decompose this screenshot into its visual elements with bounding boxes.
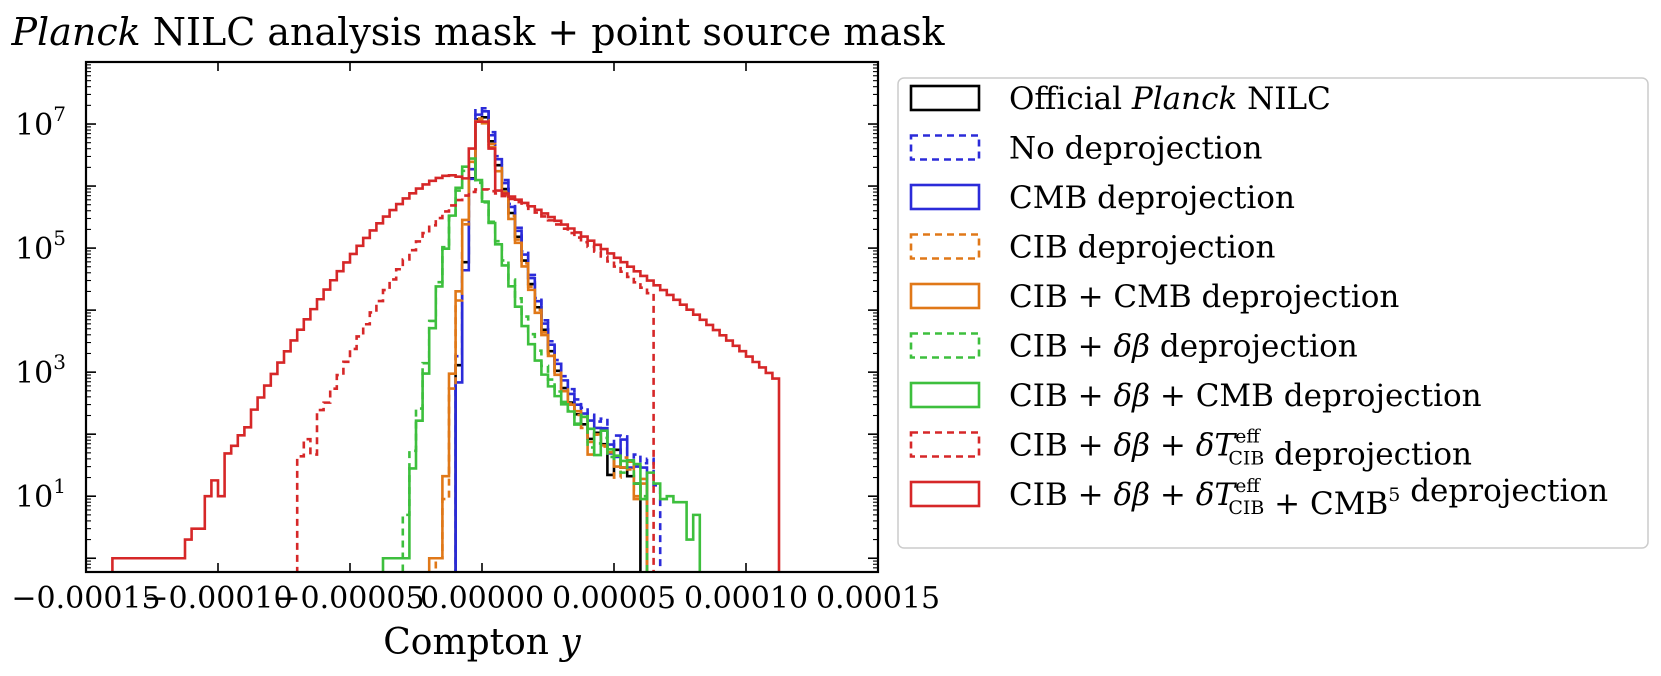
legend-label-sup: 5: [1388, 484, 1400, 506]
y-tick-base: 10: [15, 356, 53, 391]
legend-label: CIB + CMB deprojection: [1009, 279, 1399, 315]
legend-label-part: δβ: [1113, 428, 1150, 464]
legend-label-part: deprojection: [1150, 329, 1358, 365]
legend-label-part: + CMB deprojection: [1150, 378, 1482, 414]
y-tick-exp: 3: [53, 350, 66, 374]
legend: Official Planck NILC No deprojection CMB d…: [897, 77, 1649, 549]
legend-swatch: [909, 183, 981, 211]
legend-label-part: CIB +: [1009, 329, 1113, 365]
legend-swatch: [909, 84, 981, 112]
legend-label-part: CIB deprojection: [1009, 230, 1275, 266]
y-tick-base: 10: [15, 480, 53, 515]
legend-box: [897, 77, 1649, 549]
legend-label: CMB deprojection: [1009, 180, 1295, 216]
legend-label-part: Official: [1009, 81, 1132, 117]
legend-label: No deprojection: [1009, 131, 1263, 167]
legend-label: CIB + δβ deprojection: [1009, 329, 1358, 365]
legend-label-part: δβ: [1113, 329, 1150, 365]
x-tick-label: 0.00000: [420, 581, 544, 616]
x-axis-label: Compton y: [383, 622, 581, 663]
y-tick-label: 105: [15, 226, 66, 267]
histogram-series-9: [111, 120, 781, 572]
y-tick-exp: 1: [53, 474, 66, 498]
legend-label-part: δT: [1196, 428, 1238, 464]
legend-label: Official Planck NILC: [1009, 81, 1331, 117]
legend-label-part: +: [1150, 428, 1196, 464]
y-tick-exp: 5: [53, 226, 66, 250]
x-tick-label: 0.00010: [684, 581, 808, 616]
y-tick-exp: 7: [53, 102, 66, 126]
legend-label-part: Planck: [1131, 81, 1237, 117]
histogram-series-6: [401, 161, 649, 572]
legend-label-sup: eff: [1235, 475, 1261, 497]
legend-label-part: +: [1150, 477, 1196, 513]
legend-label-part: δT: [1196, 477, 1238, 513]
x-tick-label: 0.00005: [552, 581, 676, 616]
histogram-series-8: [295, 188, 655, 572]
y-tick-label: 103: [15, 350, 66, 391]
histogram-series-5: [427, 119, 649, 572]
legend-swatch: [909, 381, 981, 409]
legend-label: CIB deprojection: [1009, 230, 1275, 266]
x-tick-label: −0.00015: [11, 581, 160, 616]
x-tick-label: 0.00015: [816, 581, 940, 616]
legend-label-sup: eff: [1235, 426, 1261, 448]
x-tick-label: −0.00005: [275, 581, 424, 616]
chart-title-italic: Planck: [10, 10, 140, 54]
legend-swatch: [909, 134, 981, 161]
legend-swatch: [909, 282, 981, 310]
legend-label-part: deprojection: [1264, 437, 1472, 473]
legend-swatch: [909, 431, 981, 458]
legend-label-part: CIB +: [1009, 428, 1113, 464]
plot-series: [111, 106, 781, 572]
histogram-series-2: [454, 106, 662, 572]
legend-label-part: δβ: [1113, 477, 1150, 513]
legend-label-part: CIB +: [1009, 378, 1113, 414]
chart-title-rest: NILC analysis mask + point source mask: [141, 10, 946, 54]
legend-label-part: CIB +: [1009, 477, 1113, 513]
legend-label-part: deprojection: [1400, 473, 1608, 509]
legend-swatch: [909, 480, 981, 508]
chart-title: Planck NILC analysis mask + point source…: [10, 10, 945, 54]
legend-label-part: CIB + CMB deprojection: [1009, 279, 1399, 315]
legend-label-part: δβ: [1113, 378, 1150, 414]
x-axis-label-text: Compton: [383, 622, 560, 663]
y-tick-label: 107: [15, 102, 66, 143]
legend-label: CIB + δβ + δTeff CIB + CMB5 deprojection: [1009, 473, 1608, 522]
legend-label: CIB + δβ + CMB deprojection: [1009, 378, 1482, 414]
y-tick-base: 10: [15, 108, 53, 143]
legend-label-part: CMB deprojection: [1009, 180, 1295, 216]
legend-label-sub: CIB: [1228, 448, 1264, 470]
histogram-series-7: [381, 157, 702, 572]
legend-swatch: [909, 233, 981, 260]
legend-label-sub: CIB: [1228, 497, 1264, 519]
x-axis-label-var: y: [558, 622, 581, 663]
y-tick-base: 10: [15, 232, 53, 267]
histogram-series-4: [434, 117, 649, 572]
legend-label-part: + CMB: [1264, 486, 1388, 522]
x-tick-label: −0.00010: [143, 581, 292, 616]
legend-swatch: [909, 332, 981, 359]
y-tick-label: 101: [15, 474, 66, 515]
legend-label-part: NILC: [1237, 81, 1331, 117]
legend-label: CIB + δβ + δTeff CIB deprojection: [1009, 426, 1472, 473]
legend-label-part: No deprojection: [1009, 131, 1263, 167]
